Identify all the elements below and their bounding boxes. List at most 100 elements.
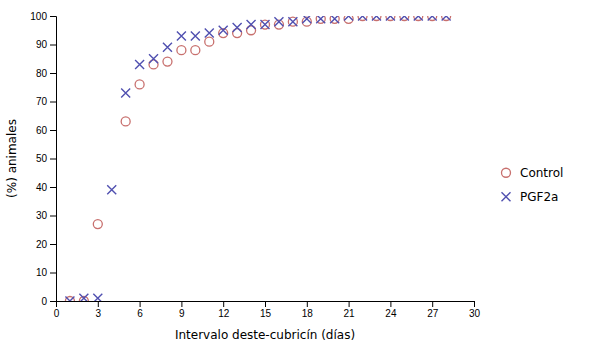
point bbox=[372, 16, 381, 21]
point bbox=[400, 16, 409, 21]
point bbox=[386, 16, 395, 21]
point-shape bbox=[414, 16, 423, 21]
legend-symbol bbox=[502, 168, 511, 177]
x-tick: 21 bbox=[344, 301, 356, 319]
point bbox=[274, 17, 283, 26]
x-tick-mark bbox=[140, 301, 141, 307]
point-shape bbox=[316, 16, 325, 23]
legend: Control PGF2a bbox=[502, 166, 564, 204]
point-shape bbox=[107, 185, 116, 194]
point bbox=[428, 16, 437, 21]
x-tick-label: 30 bbox=[469, 308, 481, 319]
point bbox=[93, 294, 102, 301]
legend-symbol bbox=[502, 192, 511, 201]
x-axis-line bbox=[57, 302, 475, 308]
legend-symbol-shape bbox=[502, 168, 511, 177]
y-tick: 70 bbox=[36, 96, 56, 107]
series bbox=[65, 16, 450, 301]
point-shape bbox=[261, 20, 270, 29]
point bbox=[107, 185, 116, 194]
y-tick-mark bbox=[50, 102, 56, 103]
legend-item: PGF2a bbox=[502, 190, 559, 204]
y-tick-mark bbox=[50, 16, 56, 17]
point-shape bbox=[428, 16, 437, 21]
point-shape bbox=[191, 46, 200, 55]
point-shape bbox=[93, 220, 102, 229]
point bbox=[149, 54, 158, 63]
y-tick-mark bbox=[50, 187, 56, 188]
point bbox=[414, 16, 423, 21]
x-tick-mark bbox=[223, 301, 224, 307]
x-tick-label: 18 bbox=[302, 308, 314, 319]
legend-label: Control bbox=[520, 166, 563, 180]
point bbox=[288, 17, 297, 26]
point-shape bbox=[358, 16, 367, 21]
point bbox=[205, 37, 214, 46]
y-tick-label: 20 bbox=[36, 239, 48, 250]
y-tick-label: 10 bbox=[36, 267, 48, 278]
point bbox=[330, 16, 339, 23]
x-tick: 30 bbox=[469, 301, 481, 319]
x-tick: 0 bbox=[54, 301, 60, 319]
point-shape bbox=[191, 31, 200, 40]
legend-symbol-shape bbox=[502, 192, 511, 201]
point-shape bbox=[177, 31, 186, 40]
y-tick-label: 30 bbox=[36, 210, 48, 221]
point bbox=[442, 16, 451, 21]
point-shape bbox=[428, 16, 437, 21]
point-shape bbox=[316, 16, 325, 23]
point bbox=[358, 16, 367, 21]
point bbox=[288, 17, 297, 26]
point-shape bbox=[149, 54, 158, 63]
point bbox=[414, 16, 423, 21]
y-tick-mark bbox=[50, 216, 56, 217]
x-axis: 036912151821242730 bbox=[54, 301, 481, 319]
point-shape bbox=[302, 16, 311, 23]
point bbox=[65, 297, 74, 302]
x-tick: 18 bbox=[302, 301, 314, 319]
point-shape bbox=[400, 16, 409, 21]
y-tick: 0 bbox=[41, 296, 56, 307]
point-shape bbox=[121, 117, 130, 126]
legend-item: Control bbox=[502, 166, 564, 180]
y-tick: 60 bbox=[36, 125, 56, 136]
point-shape bbox=[330, 16, 339, 23]
x-tick-label: 21 bbox=[344, 308, 356, 319]
point bbox=[330, 16, 339, 23]
point-shape bbox=[163, 43, 172, 52]
point bbox=[233, 23, 242, 32]
legend-label: PGF2a bbox=[520, 190, 558, 204]
point-shape bbox=[344, 16, 353, 21]
point-shape bbox=[288, 17, 297, 26]
point bbox=[316, 16, 325, 23]
y-tick-mark bbox=[50, 159, 56, 160]
x-tick-mark bbox=[474, 301, 475, 307]
y-tick-label: 40 bbox=[36, 182, 48, 193]
point bbox=[400, 16, 409, 21]
point bbox=[121, 88, 130, 97]
x-tick: 15 bbox=[260, 301, 272, 319]
point bbox=[358, 16, 367, 21]
x-tick-mark bbox=[98, 301, 99, 307]
point bbox=[372, 16, 381, 21]
point bbox=[79, 294, 88, 301]
y-tick: 30 bbox=[36, 210, 56, 221]
plot: 0369121518212427300102030405060708090100 bbox=[30, 11, 480, 319]
point bbox=[205, 29, 214, 38]
point-shape bbox=[274, 17, 283, 26]
x-tick: 6 bbox=[137, 301, 143, 319]
point-shape bbox=[121, 88, 130, 97]
point bbox=[65, 297, 74, 302]
y-tick-label: 100 bbox=[30, 11, 47, 22]
y-tick: 20 bbox=[36, 239, 56, 250]
point-shape bbox=[135, 80, 144, 89]
point-shape bbox=[247, 20, 256, 29]
y-tick-label: 60 bbox=[36, 125, 48, 136]
point-shape bbox=[372, 16, 381, 21]
y-tick-label: 80 bbox=[36, 68, 48, 79]
point bbox=[442, 16, 451, 21]
x-tick: 27 bbox=[427, 301, 439, 319]
point bbox=[247, 20, 256, 29]
x-tick-mark bbox=[349, 301, 350, 307]
point bbox=[135, 80, 144, 89]
